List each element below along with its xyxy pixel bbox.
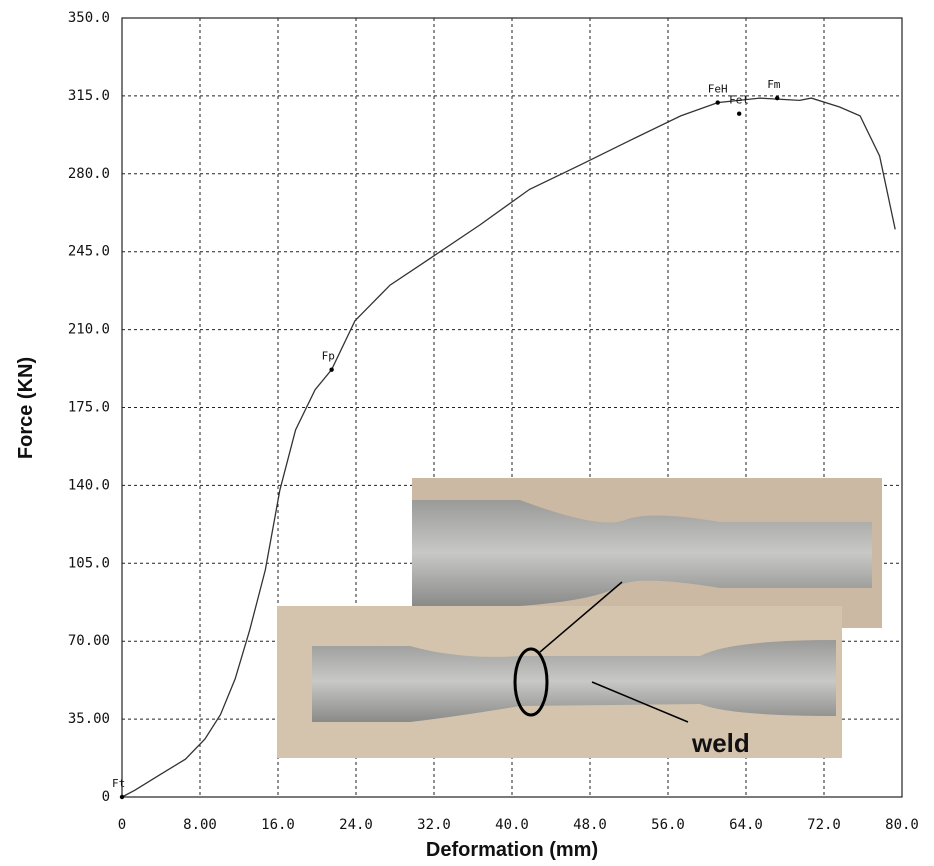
y-tick-label: 175.0 [68, 400, 110, 416]
annotation-label: Ft [112, 777, 125, 790]
plot-frame [121, 17, 903, 798]
weld-circle [513, 647, 549, 717]
y-tick-label: 35.00 [68, 711, 110, 727]
force-curve [121, 97, 896, 798]
y-tick-label: 315.0 [68, 88, 110, 104]
y-tick-label: 245.0 [68, 244, 110, 260]
annotation-label: Fm [767, 78, 781, 91]
x-tick-label: 80.0 [885, 817, 919, 833]
y-tick-label: 105.0 [68, 555, 110, 571]
y-tick-label: 280.0 [68, 166, 110, 182]
y-axis-title: Force (KN) [15, 357, 37, 459]
annotation-point [736, 111, 742, 116]
annotation-point [775, 95, 780, 101]
x-axis-title: Deformation (mm) [426, 839, 598, 861]
x-tick-label: 64.0 [729, 817, 763, 833]
specimen-top [412, 500, 872, 606]
x-tick-label: 48.0 [573, 817, 607, 833]
y-tick-label: 210.0 [68, 322, 110, 338]
arrow [539, 581, 623, 653]
x-tick-label: 24.0 [339, 817, 373, 833]
annotation-point [715, 100, 720, 105]
x-tick-label: 56.0 [651, 817, 685, 833]
x-tick-label: 72.0 [807, 817, 841, 833]
annotation-label: Fel [729, 94, 749, 107]
x-tick-label: 32.0 [417, 817, 451, 833]
arrow [591, 681, 689, 723]
annotation-label: Fp [322, 350, 335, 363]
x-tick-label: 40.0 [495, 817, 529, 833]
x-tick-label: 16.0 [261, 817, 295, 833]
x-tick-label: 0 [118, 817, 126, 833]
inset-label: weld [691, 728, 750, 758]
x-tick-label: 8.00 [183, 817, 217, 833]
specimen-bottom [312, 640, 836, 722]
annotation-label: FeH [708, 83, 728, 96]
inset-photo: weld [277, 478, 882, 758]
y-tick-label: 140.0 [68, 477, 110, 493]
annotation-point [329, 367, 334, 372]
annotation-point [119, 794, 125, 800]
y-tick-label: 0 [102, 789, 110, 805]
y-tick-label: 350.0 [68, 10, 110, 26]
y-tick-label: 70.00 [68, 633, 110, 649]
